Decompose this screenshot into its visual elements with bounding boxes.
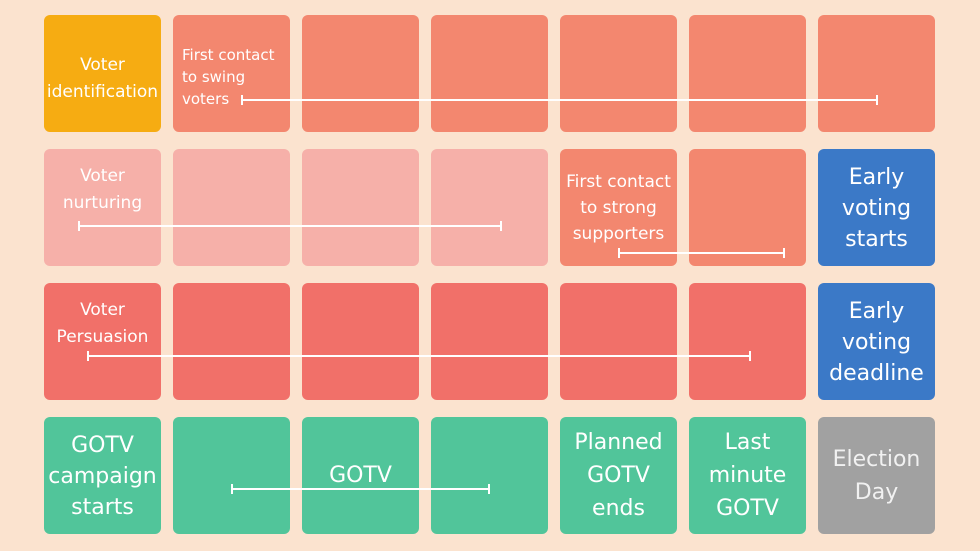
cell-r2-c6 bbox=[689, 149, 806, 266]
cell-r3-c7 bbox=[818, 283, 935, 400]
cell-r4-c6 bbox=[689, 417, 806, 534]
label-last-minute-gotv: Last minute GOTV bbox=[708, 430, 787, 521]
cell-r2-c3 bbox=[302, 149, 419, 266]
cell-r1-c6 bbox=[689, 15, 806, 132]
span-voter-nurturing bbox=[78, 221, 502, 231]
label-gotv: GOTV bbox=[329, 463, 392, 488]
label-early-voting-deadline: Early voting deadline bbox=[829, 299, 924, 386]
cell-r4-c2 bbox=[173, 417, 290, 534]
span-strong-supporters bbox=[618, 248, 785, 258]
cell-r1-c3 bbox=[302, 15, 419, 132]
cell-r3-c5 bbox=[560, 283, 677, 400]
cell-r2-c7 bbox=[818, 149, 935, 266]
span-voter-persuasion bbox=[87, 351, 751, 361]
cell-r3-c3 bbox=[302, 283, 419, 400]
span-gotv bbox=[231, 484, 490, 494]
cell-r1-c2 bbox=[173, 15, 290, 132]
label-first-contact-strong: First contact to strong supporters bbox=[566, 172, 671, 244]
span-swing-voters bbox=[241, 95, 878, 105]
cell-r2-c4 bbox=[431, 149, 548, 266]
cell-r4-c5 bbox=[560, 417, 677, 534]
cell-r2-c2 bbox=[173, 149, 290, 266]
label-first-contact-swing: First contact to swing voters bbox=[182, 46, 275, 108]
label-voter-persuasion: Voter Persuasion bbox=[56, 300, 149, 347]
label-gotv-campaign-starts: GOTV campaign starts bbox=[48, 433, 157, 520]
cell-r4-c1 bbox=[44, 417, 161, 534]
label-voter-identification: Voter identification bbox=[46, 55, 159, 102]
cell-r3-c1 bbox=[44, 283, 161, 400]
cell-r3-c2 bbox=[173, 283, 290, 400]
cell-r4-c4 bbox=[431, 417, 548, 534]
cell-r1-c4 bbox=[431, 15, 548, 132]
label-planned-gotv-ends: Planned GOTV ends bbox=[574, 430, 663, 521]
cell-r2-c1 bbox=[44, 149, 161, 266]
cell-r2-c5 bbox=[560, 149, 677, 266]
cell-r4-c7 bbox=[818, 417, 935, 534]
cell-r3-c6 bbox=[689, 283, 806, 400]
cell-r3-c4 bbox=[431, 283, 548, 400]
cell-r1-c1 bbox=[44, 15, 161, 132]
cell-r4-c3 bbox=[302, 417, 419, 534]
cell-r1-c5 bbox=[560, 15, 677, 132]
label-election-day: Election Day bbox=[832, 447, 921, 505]
cell-r1-c7 bbox=[818, 15, 935, 132]
label-early-voting-starts: Early voting starts bbox=[841, 165, 912, 252]
label-voter-nurturing: Voter nurturing bbox=[62, 166, 143, 213]
